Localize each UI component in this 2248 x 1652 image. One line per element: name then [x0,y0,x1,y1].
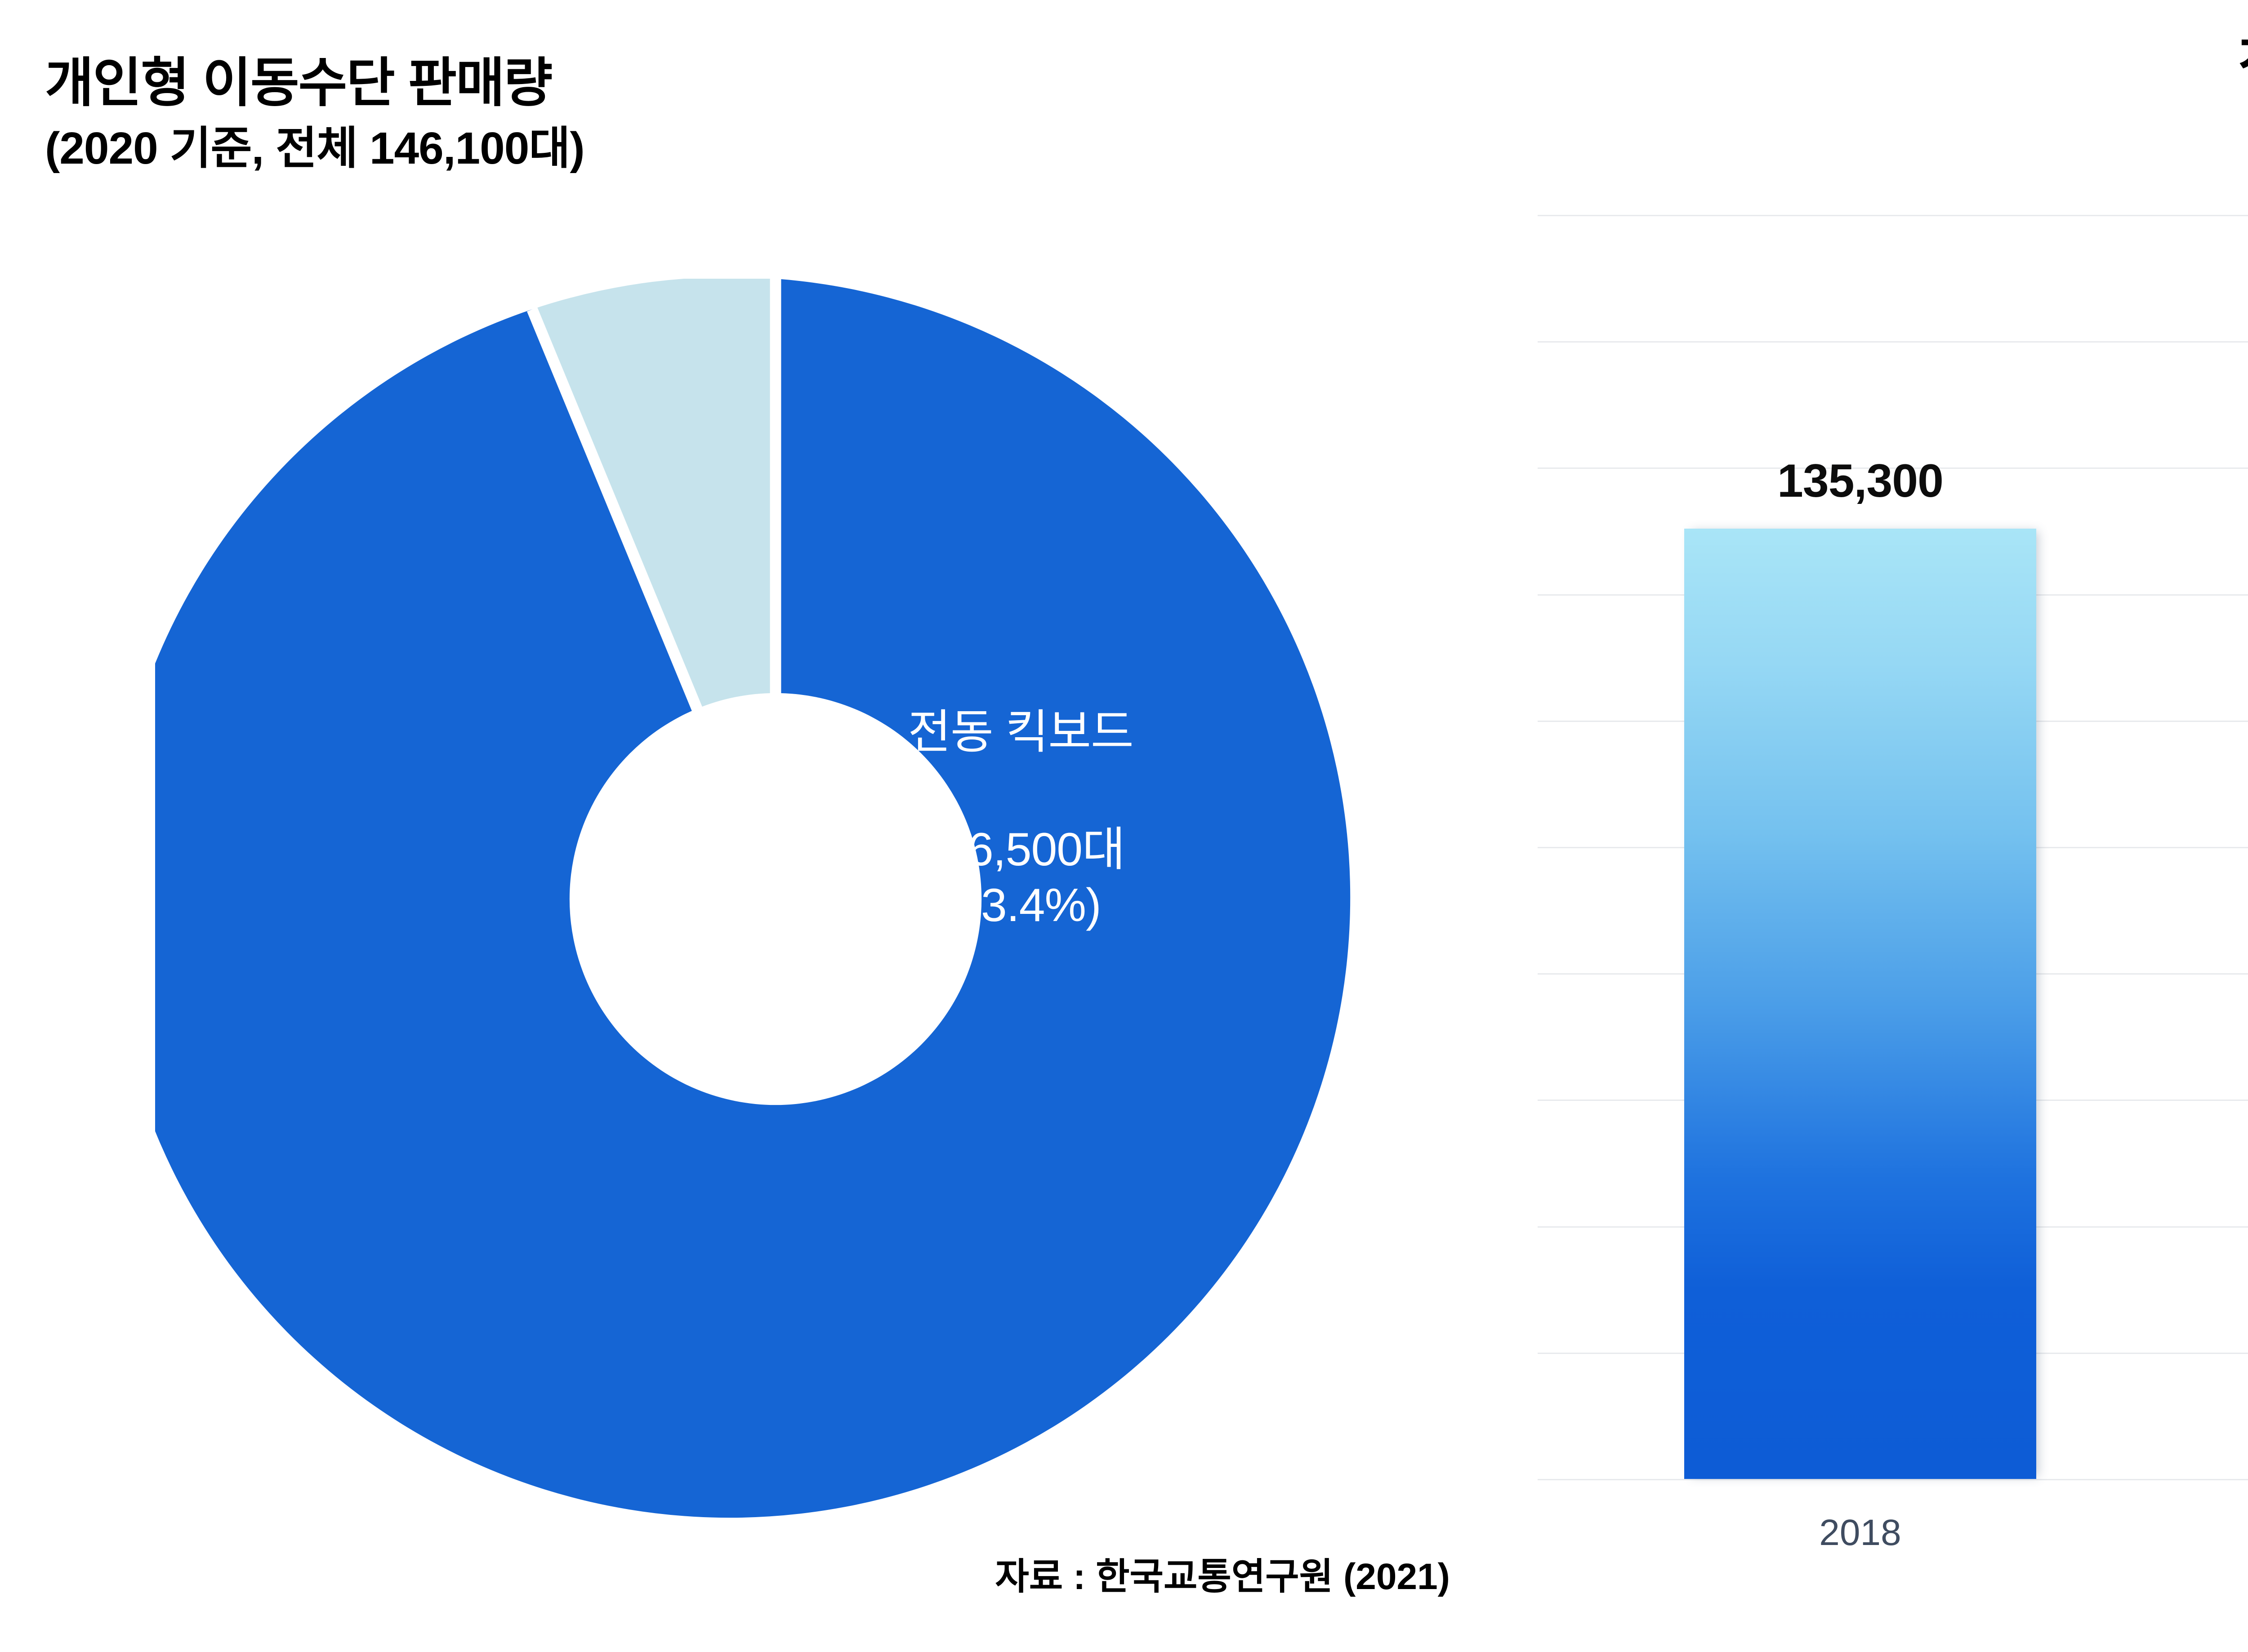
gridline [1538,215,2248,216]
bar-series: 135,3002018164,2002019136,5002020 [1538,215,2248,1553]
gridline [1538,1479,2248,1480]
donut-chart [155,279,1396,1519]
donut-hole [569,693,982,1105]
donut-chart-subtitle: (2020 기준, 전체 146,100대) [45,123,585,174]
donut-panel: 개인형 이동수단 판매량 (2020 기준, 전체 146,100대) 전동 킥… [45,53,1450,1597]
bar-chart-title: 전동 킥보드 판매량 추이 [1520,18,2248,100]
bar-panel: 전동 킥보드 판매량 추이 135,3002018164,2002019136,… [1520,0,2248,1652]
donut-svg [155,279,1351,1518]
donut-source-note: 자료 : 한국교통연구원 (2021) [995,1556,1450,1597]
bar-chart-plot-area: 135,3002018164,2002019136,5002020 [1538,215,2248,1553]
bar-2018[interactable] [1684,529,2037,1479]
bar-group: 135,300 2018 [1684,215,2037,1553]
gridline [1538,341,2248,343]
donut-chart-title: 개인형 이동수단 판매량 [45,53,553,113]
gridline [1538,468,2248,469]
x-axis-label-2018: 2018 [1819,1512,1901,1553]
bar-value-label: 135,300 [1777,455,1944,508]
